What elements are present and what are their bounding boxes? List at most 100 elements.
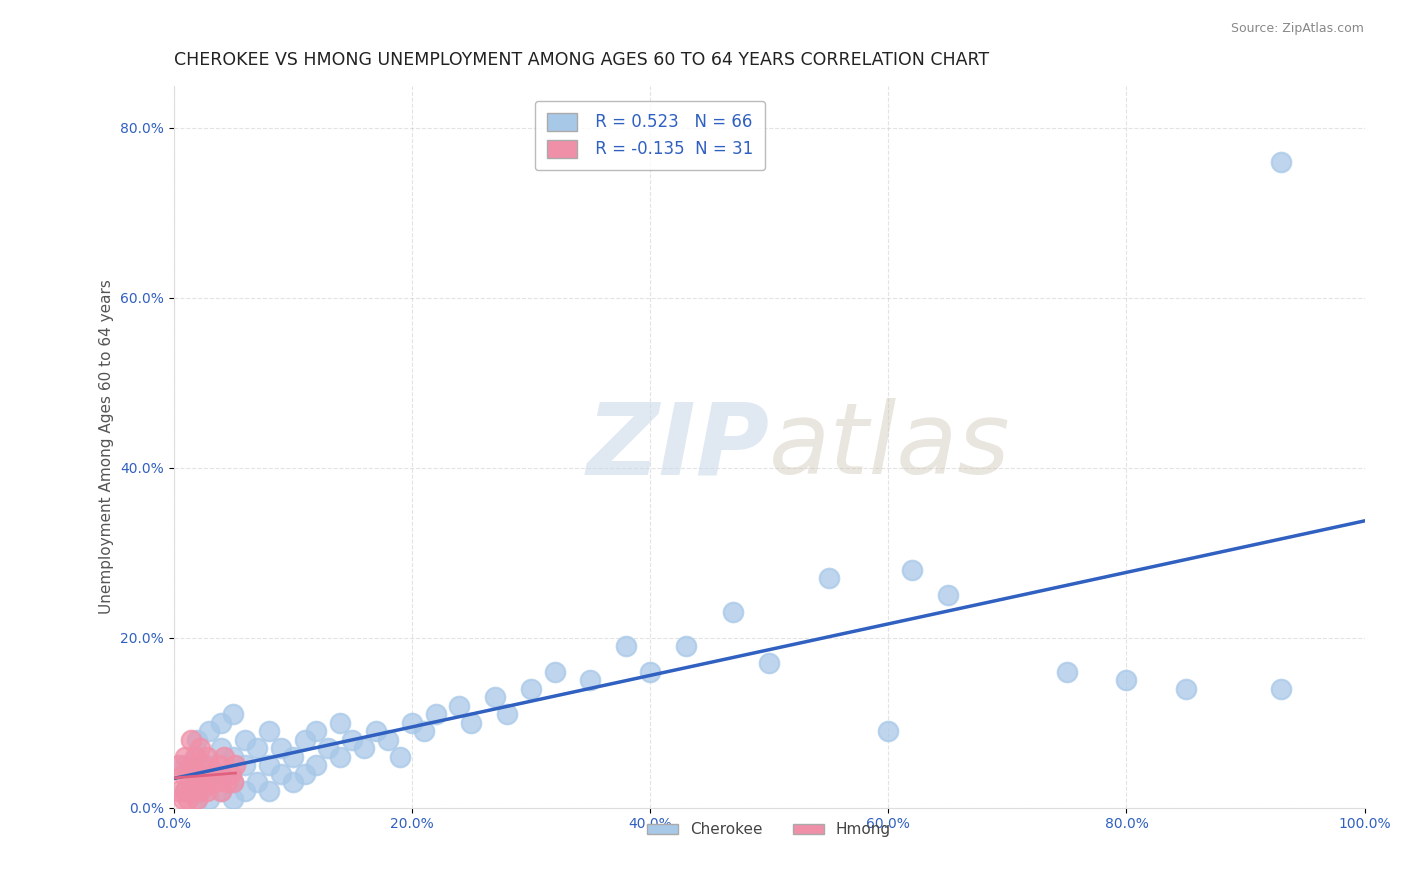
Point (305, 758, 328, 772)
Text: CHEROKEE VS HMONG UNEMPLOYMENT AMONG AGES 60 TO 64 YEARS CORRELATION CHART: CHEROKEE VS HMONG UNEMPLOYMENT AMONG AGE… (173, 51, 988, 69)
Point (1175, 681, 1198, 696)
Point (174, 783, 197, 797)
Point (169, 783, 191, 797)
Point (257, 783, 280, 797)
Point (222, 775, 245, 789)
Point (217, 775, 239, 789)
Point (246, 741, 269, 756)
Point (329, 715, 352, 730)
Point (449, 698, 471, 713)
Point (188, 741, 211, 756)
Point (224, 758, 246, 772)
Point (172, 792, 194, 806)
Point (219, 766, 242, 780)
Point (340, 732, 363, 747)
Point (174, 783, 197, 797)
Point (353, 741, 375, 756)
Point (177, 766, 200, 780)
Point (520, 681, 543, 696)
Point (233, 783, 256, 797)
Point (901, 563, 924, 577)
Point (638, 665, 661, 679)
Point (209, 783, 232, 797)
Point (204, 775, 226, 789)
Y-axis label: Unemployment Among Ages 60 to 64 years: Unemployment Among Ages 60 to 64 years (100, 279, 114, 614)
Point (172, 766, 194, 780)
Point (198, 724, 221, 739)
Point (186, 766, 208, 780)
Point (233, 758, 256, 772)
Point (377, 732, 399, 747)
Point (723, 605, 745, 619)
Point (174, 749, 197, 764)
Point (318, 741, 340, 756)
Point (758, 657, 780, 671)
Point (186, 775, 208, 789)
Point (364, 724, 387, 739)
Point (1115, 673, 1137, 688)
Point (281, 775, 304, 789)
Point (186, 792, 208, 806)
Point (193, 758, 215, 772)
Point (209, 783, 232, 797)
Point (388, 749, 411, 764)
Point (186, 749, 208, 764)
Point (201, 766, 224, 780)
Point (186, 792, 208, 806)
Point (208, 758, 231, 772)
Point (169, 758, 191, 772)
Point (1270, 155, 1292, 169)
Text: Source: ZipAtlas.com: Source: ZipAtlas.com (1230, 22, 1364, 36)
Point (222, 749, 245, 764)
Point (188, 783, 211, 797)
Point (233, 732, 256, 747)
Point (294, 766, 316, 780)
Point (496, 707, 519, 722)
Point (412, 724, 434, 739)
Point (817, 571, 839, 585)
Point (270, 741, 292, 756)
Point (877, 724, 900, 739)
Point (401, 715, 423, 730)
Point (222, 775, 245, 789)
Point (209, 715, 232, 730)
Point (198, 792, 221, 806)
Point (198, 775, 221, 789)
Point (1056, 665, 1078, 679)
Point (222, 792, 245, 806)
Point (180, 758, 202, 772)
Point (936, 588, 959, 602)
Point (425, 707, 447, 722)
Point (209, 741, 232, 756)
Point (222, 707, 245, 722)
Point (195, 749, 218, 764)
Point (209, 766, 232, 780)
Text: atlas: atlas (769, 398, 1011, 495)
Point (460, 715, 482, 730)
Point (198, 758, 221, 772)
Point (246, 775, 269, 789)
Point (579, 673, 602, 688)
Point (180, 783, 202, 797)
Point (184, 749, 207, 764)
Point (174, 758, 197, 772)
Point (305, 724, 328, 739)
Point (198, 775, 221, 789)
Point (257, 758, 280, 772)
Point (675, 640, 697, 654)
Point (195, 783, 218, 797)
Point (614, 640, 637, 654)
Point (184, 775, 207, 789)
Point (294, 732, 316, 747)
Point (281, 749, 304, 764)
Legend: Cherokee, Hmong: Cherokee, Hmong (641, 816, 897, 844)
Point (484, 690, 506, 705)
Point (177, 792, 200, 806)
Point (193, 775, 215, 789)
Point (212, 749, 235, 764)
Point (257, 724, 280, 739)
Point (329, 749, 352, 764)
Point (544, 665, 567, 679)
Point (270, 766, 292, 780)
Point (1270, 681, 1292, 696)
